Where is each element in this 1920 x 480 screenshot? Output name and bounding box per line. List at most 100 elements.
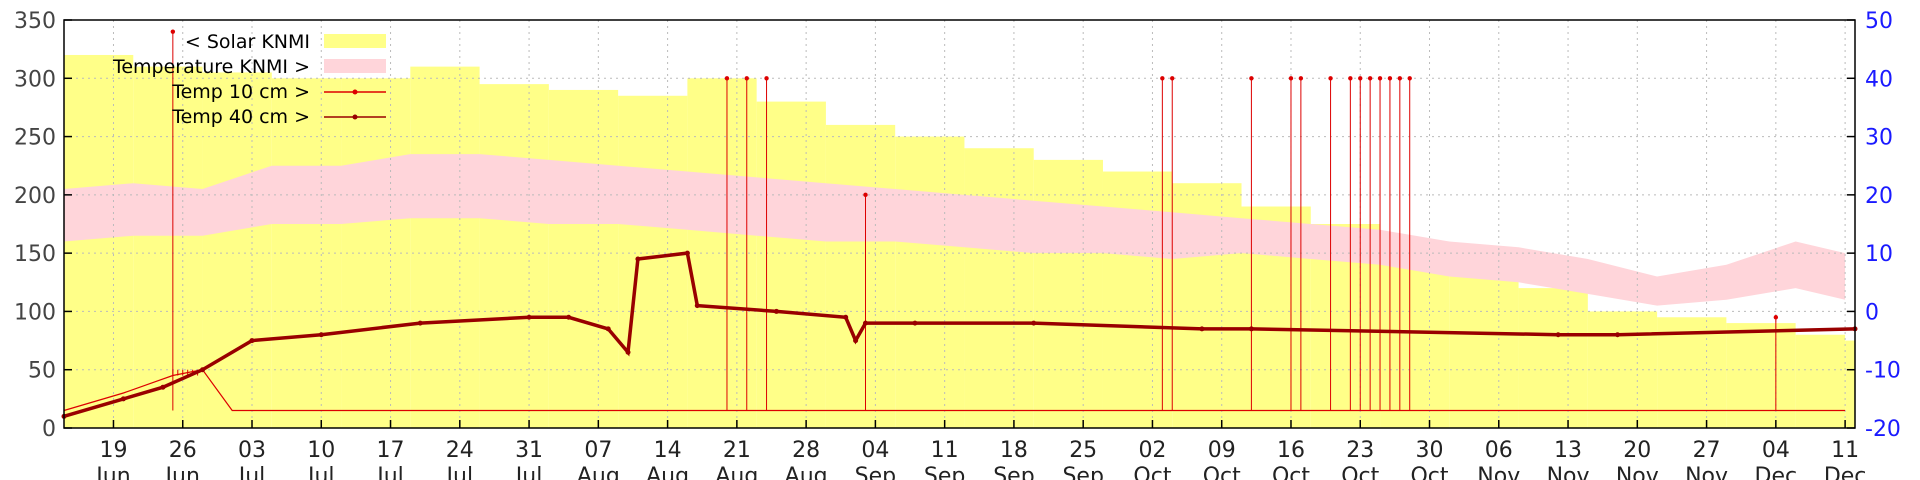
x-tick-month: Jul	[514, 464, 543, 480]
legend-label-temperature: Temperature KNMI >	[112, 56, 310, 78]
temp-10cm-spike-point	[1397, 76, 1403, 81]
temp-40cm-point	[1555, 332, 1561, 338]
x-tick-day: 04	[861, 438, 889, 463]
temp-10cm-line	[63, 369, 1846, 412]
solar-bar	[548, 89, 619, 428]
temp-40cm-point	[862, 320, 868, 326]
right-tick-label: 0	[1865, 300, 1879, 325]
x-tick-month: Oct	[1203, 464, 1241, 480]
solar-bar	[687, 78, 757, 429]
temp-40cm-series	[61, 250, 1858, 419]
temp-10cm-spike-point	[170, 29, 176, 34]
right-tick-label: 30	[1865, 126, 1893, 151]
x-tick-month: Sep	[993, 464, 1034, 480]
x-tick-day: 10	[307, 438, 335, 463]
solar-bar	[1657, 317, 1727, 428]
x-tick-day: 19	[99, 438, 127, 463]
temp-40cm-point	[249, 338, 255, 344]
temp-40cm-point	[773, 308, 779, 314]
solar-bar	[618, 95, 688, 429]
solar-bar	[825, 124, 896, 429]
temp-10cm-spike-point	[1348, 76, 1353, 81]
x-tick-month: Nov	[1616, 464, 1659, 480]
x-tick-day: 09	[1208, 438, 1236, 463]
x-tick-day: 17	[377, 438, 405, 463]
x-tick-month: Nov	[1547, 464, 1590, 480]
x-tick-month: Dec	[1824, 464, 1867, 480]
x-tick-month: Sep	[855, 464, 896, 480]
x-tick-month: Jul	[306, 464, 335, 480]
x-tick-day: 30	[1416, 438, 1444, 463]
temp-40cm-point	[912, 320, 918, 326]
temp-10cm-spike-point	[1170, 76, 1175, 81]
x-tick-day: 11	[931, 438, 959, 463]
solar-bar	[1449, 264, 1519, 428]
temp-10cm-spike-point	[724, 76, 730, 81]
temp-10cm-spike-point	[863, 192, 868, 198]
temp-40cm-point	[684, 250, 690, 256]
left-tick-label: 150	[14, 242, 56, 267]
x-tick-day: 13	[1554, 438, 1582, 463]
temp-10cm-spike-point	[1773, 315, 1779, 320]
temp-40cm-point	[625, 349, 631, 355]
temp-40cm-point	[1248, 326, 1254, 332]
x-tick-day: 24	[446, 438, 474, 463]
right-tick-label: 10	[1865, 242, 1893, 267]
legend-label-temp40: Temp 40 cm >	[171, 106, 310, 128]
solar-bar	[964, 148, 1034, 428]
legend-swatch-temperature	[324, 59, 386, 73]
plot-frame	[63, 19, 1856, 429]
x-tick-day: 28	[792, 438, 820, 463]
solar-bar	[1845, 340, 1855, 428]
x-tick-month: Nov	[1685, 464, 1728, 480]
x-tick-day: 04	[1762, 438, 1790, 463]
x-tick-day: 11	[1831, 438, 1859, 463]
temp-40cm-point	[318, 332, 324, 338]
x-tick-month: Nov	[1477, 464, 1520, 480]
legend: < Solar KNMI Temperature KNMI > Temp 10 cm…	[112, 31, 386, 128]
left-tick-label: 350	[14, 9, 56, 34]
x-tick-day: 18	[1000, 438, 1028, 463]
temp-10cm-spike-point	[1358, 76, 1363, 81]
temp-40cm-point	[1615, 332, 1621, 338]
temp-40cm-point	[1031, 320, 1037, 326]
x-tick-day: 20	[1623, 438, 1651, 463]
temp-10cm-spike-point	[1387, 76, 1393, 81]
x-tick-day: 21	[723, 438, 751, 463]
x-tick-month: Jul	[237, 464, 266, 480]
right-tick-label: -10	[1865, 359, 1901, 384]
grid	[64, 20, 1855, 428]
legend-label-temp10: Temp 10 cm >	[171, 81, 310, 103]
x-tick-day: 06	[1485, 438, 1513, 463]
left-tick-label: 50	[28, 359, 56, 384]
x-tick-day: 07	[584, 438, 612, 463]
legend-swatch-point-temp10	[352, 89, 358, 95]
temp-10cm-spike-point	[1249, 76, 1254, 81]
x-tick-day: 02	[1138, 438, 1166, 463]
x-tick-month: Jul	[375, 464, 404, 480]
right-tick-label: -20	[1865, 417, 1901, 442]
temp-10cm-series	[63, 29, 1846, 412]
solar-bar	[1587, 311, 1658, 428]
x-tick-month: Aug	[577, 464, 620, 480]
temp-40cm-point	[417, 320, 423, 326]
right-axis-ticks: -20 -10 0 10 20 30 40 50	[1847, 9, 1901, 442]
legend-swatch-point-temp40	[352, 114, 358, 120]
right-tick-label: 20	[1865, 184, 1893, 209]
x-tick-month: Jul	[445, 464, 474, 480]
x-tick-day: 25	[1069, 438, 1097, 463]
temp-10cm-spike-point	[1407, 76, 1412, 81]
x-tick-day: 31	[515, 438, 543, 463]
x-tick-month: Aug	[646, 464, 689, 480]
solar-bar	[410, 66, 480, 428]
solar-bar	[479, 84, 549, 428]
x-tick-day: 23	[1346, 438, 1374, 463]
x-tick-month: Sep	[924, 464, 965, 480]
x-tick-month: Oct	[1272, 464, 1310, 480]
temp-10cm-spike-point	[744, 76, 749, 81]
x-tick-day: 26	[169, 438, 197, 463]
x-tick-day: 27	[1693, 438, 1721, 463]
x-tick-month: Aug	[785, 464, 828, 480]
temp-10cm-spike-point	[1377, 76, 1383, 81]
